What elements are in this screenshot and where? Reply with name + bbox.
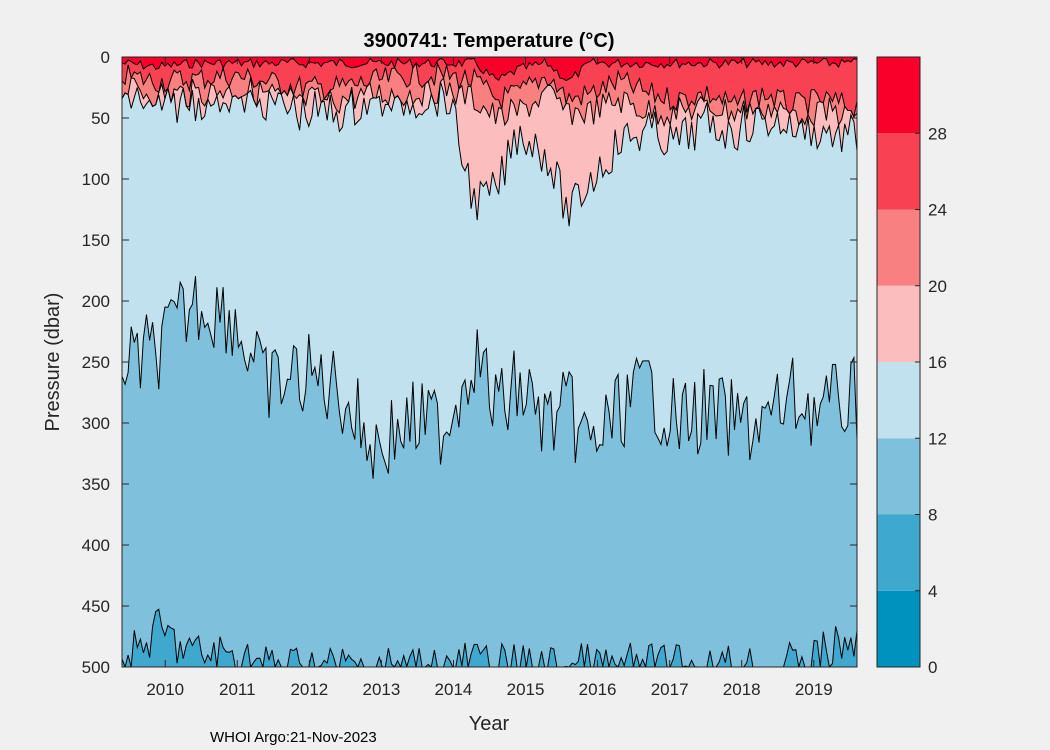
y-tick-label: 350: [82, 475, 110, 494]
y-tick-label: 0: [101, 48, 110, 67]
x-tick-label: 2010: [146, 680, 184, 699]
colorbar-swatch-0: [877, 590, 920, 667]
colorbar-tick-label: 4: [928, 582, 937, 601]
y-axis-title: Pressure (dbar): [42, 293, 64, 432]
colorbar-tick-label: 0: [928, 658, 937, 677]
colorbar-swatch-7: [877, 57, 920, 134]
x-axis-ticks: 2010 2011 2012 2013 2014 2015 2016 2017 2018 2019: [146, 57, 833, 699]
x-tick-label: 2018: [723, 680, 761, 699]
y-tick-label: 300: [82, 414, 110, 433]
band-12-16: [122, 57, 857, 479]
colorbar-tick-label: 24: [928, 201, 947, 220]
y-axis-ticks: 0 50 100 150 200 250 300 350 400 450 500: [82, 48, 857, 677]
x-tick-label: 2017: [651, 680, 689, 699]
colorbar-tick-label: 20: [928, 277, 947, 296]
contour-line-iso8: [122, 608, 857, 667]
contour-line-iso24: [122, 61, 857, 119]
x-tick-label: 2016: [579, 680, 617, 699]
x-tick-label: 2015: [507, 680, 545, 699]
y-tick-label: 200: [82, 292, 110, 311]
colorbar-swatch-4: [877, 285, 920, 362]
colorbar: [877, 57, 920, 667]
x-tick-label: 2011: [219, 680, 256, 699]
colorbar-swatch-6: [877, 133, 920, 210]
footer-note: WHOI Argo:21-Nov-2023: [210, 729, 377, 746]
contour-line-iso12: [122, 275, 857, 479]
x-tick-label: 2014: [435, 680, 473, 699]
contour-line-iso28: [122, 57, 857, 82]
band-28-32: [122, 57, 857, 81]
colorbar-tick-label: 12: [928, 429, 947, 448]
y-tick-label: 150: [82, 231, 110, 250]
colorbar-tick-label: 16: [928, 353, 947, 372]
colorbar-swatch-1: [877, 514, 920, 591]
contour-lines: [122, 57, 857, 667]
y-tick-label: 250: [82, 353, 110, 372]
x-tick-label: 2013: [362, 680, 400, 699]
y-tick-label: 450: [82, 597, 110, 616]
contour-bands: [122, 57, 857, 667]
colorbar-ticks: 0 4 8 12 16 20 24 28: [915, 124, 947, 677]
y-tick-label: 500: [82, 658, 110, 677]
colorbar-swatch-5: [877, 209, 920, 286]
y-tick-label: 400: [82, 536, 110, 555]
contour-line-iso16: [122, 81, 857, 227]
colorbar-swatch-2: [877, 438, 920, 515]
chart-title: 3900741: Temperature (°C): [363, 30, 614, 52]
colorbar-swatch-3: [877, 362, 920, 439]
y-tick-label: 50: [91, 109, 110, 128]
x-axis-title: Year: [469, 713, 510, 735]
contour-line-iso20: [122, 76, 857, 128]
x-tick-label: 2019: [795, 680, 833, 699]
colorbar-tick-label: 28: [928, 124, 947, 143]
y-tick-label: 100: [82, 170, 110, 189]
colorbar-tick-label: 8: [928, 506, 937, 525]
x-tick-label: 2012: [290, 680, 328, 699]
